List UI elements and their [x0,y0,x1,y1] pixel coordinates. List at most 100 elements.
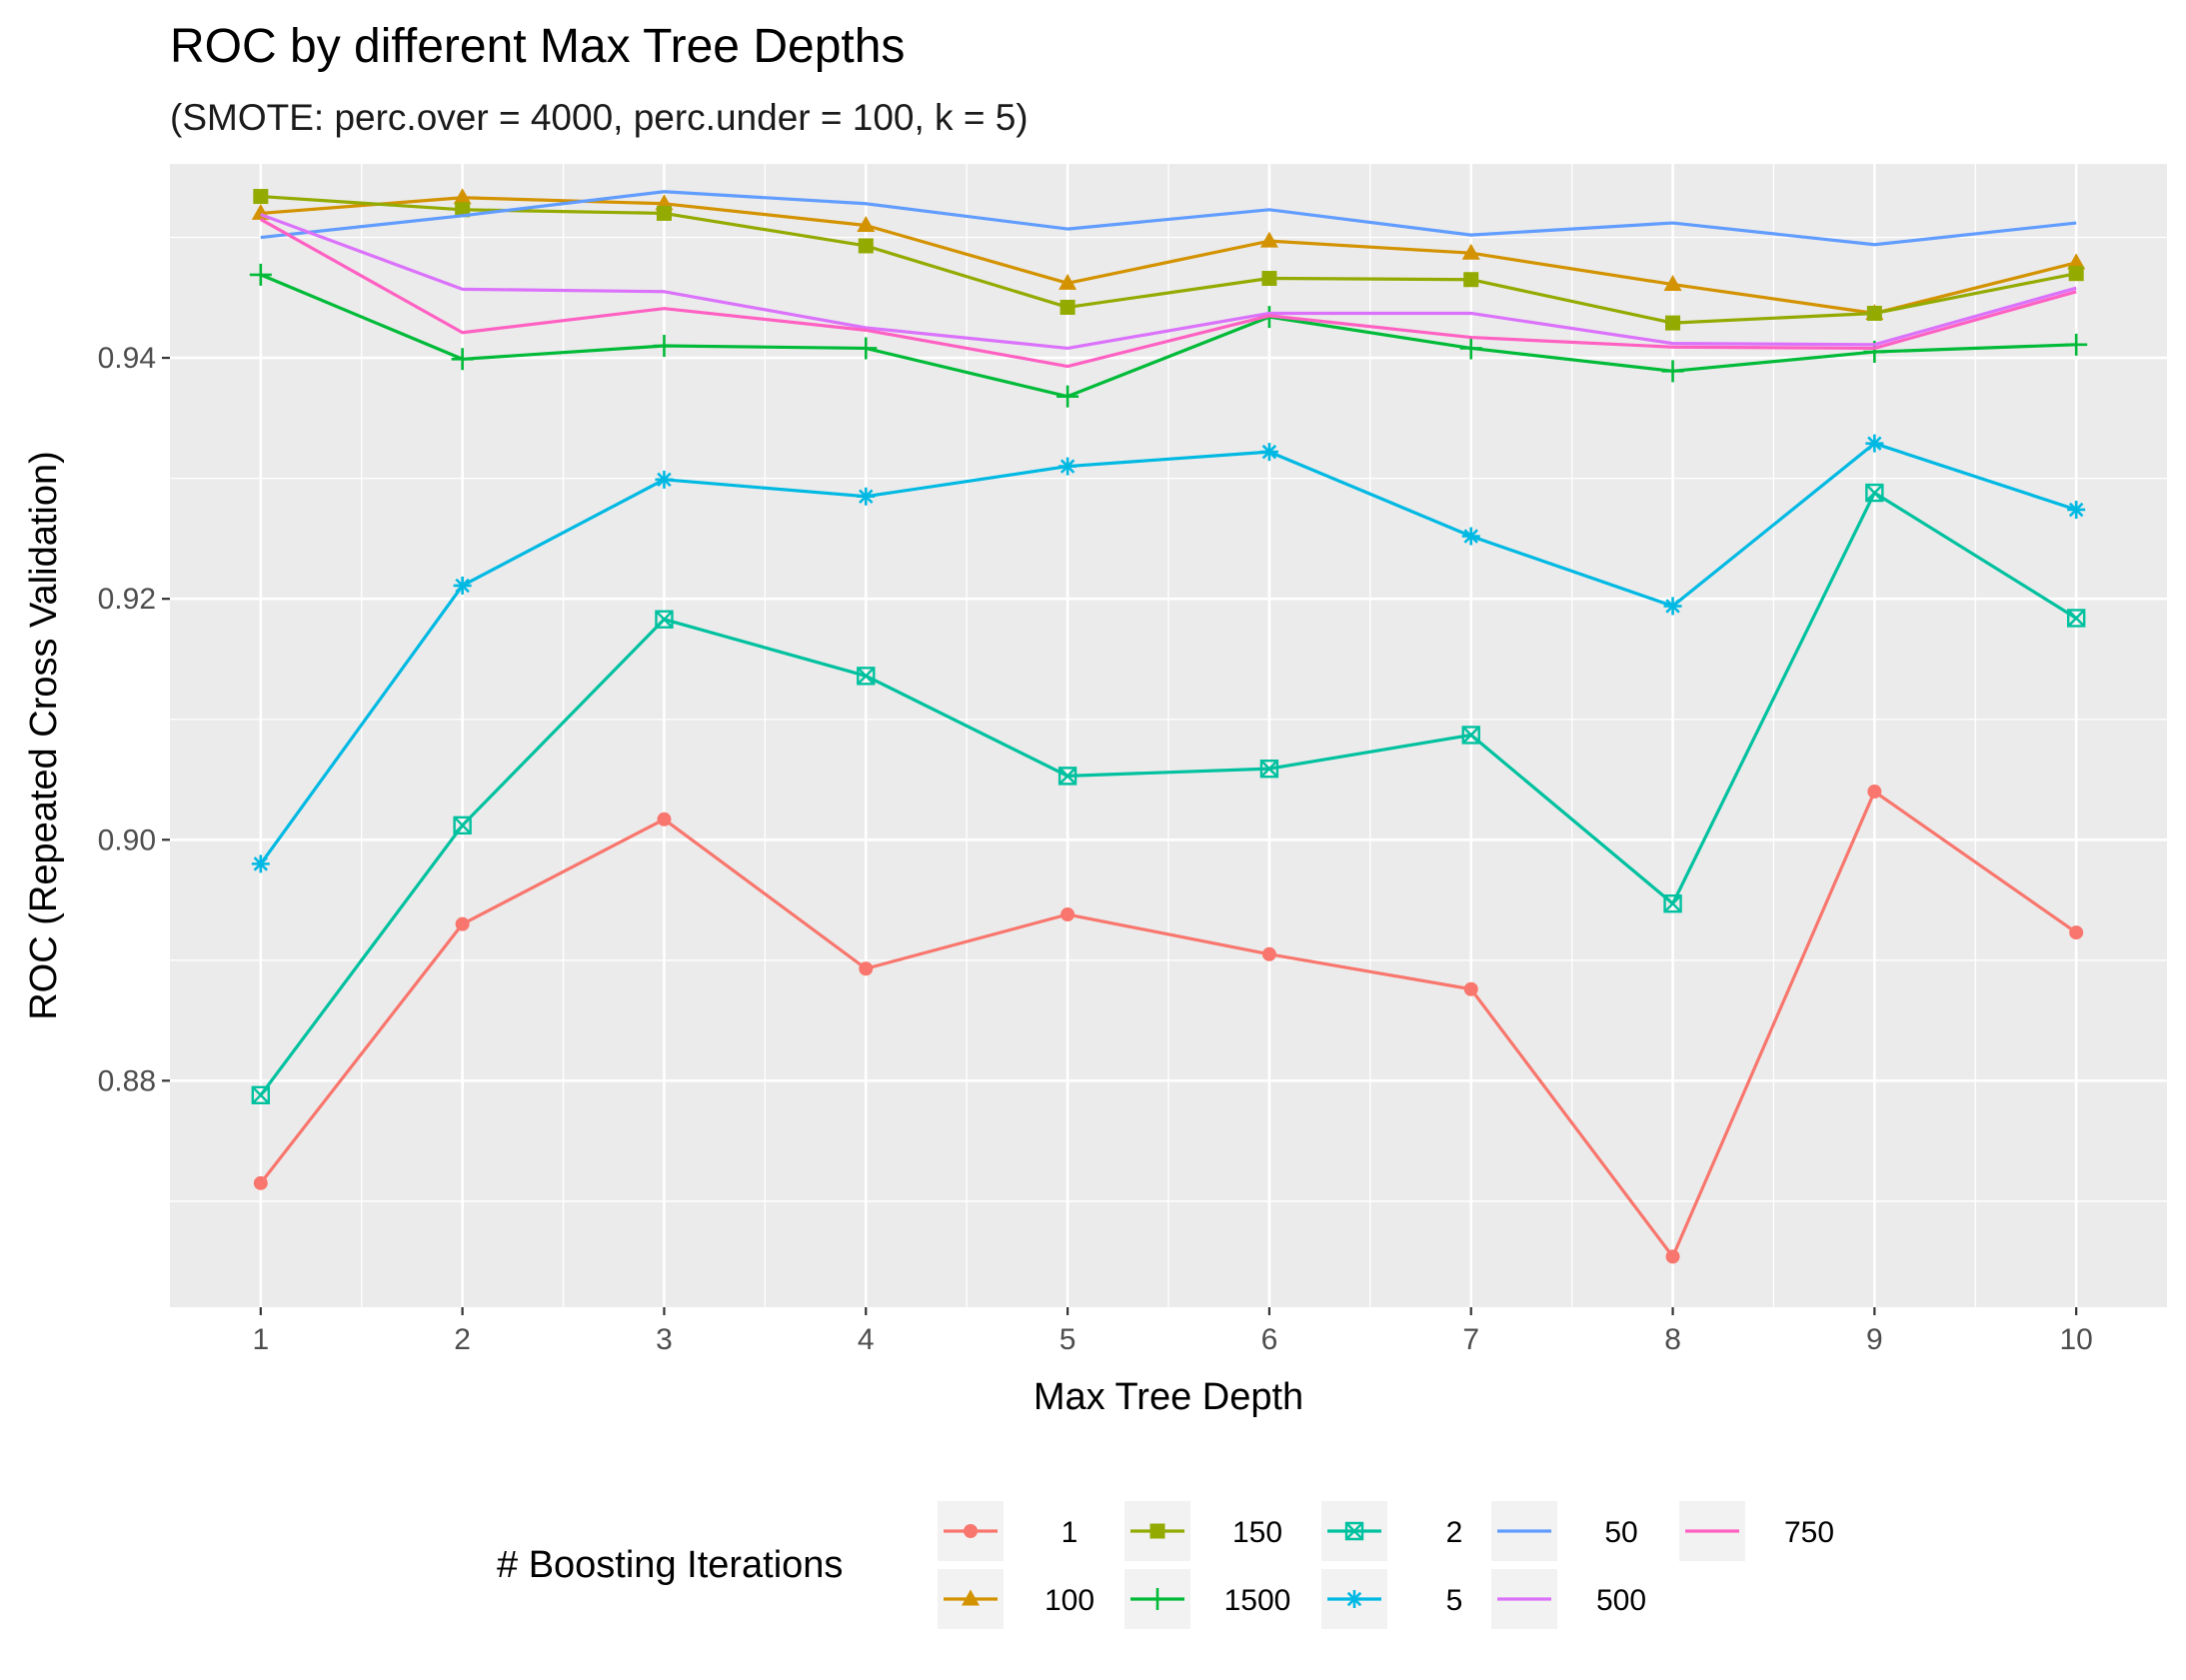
series-layer [249,188,2088,1264]
data-point [2067,500,2086,519]
data-point [1060,299,1076,315]
data-point [1261,946,1276,961]
x-tick-label: 3 [656,1323,673,1356]
series-line-5 [259,442,2077,865]
data-point [2069,925,2084,940]
legend-label: 150 [1232,1516,1282,1549]
data-point [453,188,472,205]
series-line-100 [260,196,2077,316]
data-point [1058,767,1078,786]
data-point [1663,275,1682,292]
x-tick-label: 9 [1866,1323,1883,1356]
legend-item-150: 150 [1124,1501,1282,1561]
x-tick-label: 10 [2059,1323,2092,1356]
x-tick-label: 1 [252,1323,269,1356]
data-point [655,470,674,489]
y-tick-label: 0.90 [98,824,156,856]
data-point [1261,271,1277,287]
x-axis-title: Max Tree Depth [1034,1376,1303,1418]
series-150 [253,189,2084,331]
data-point [1259,231,1278,248]
series-50 [260,190,2077,247]
data-point [2068,266,2084,282]
data-point [455,202,471,218]
series-line-50 [260,190,2077,247]
legend-label: 5 [1446,1584,1463,1617]
data-point [857,215,876,232]
legend-label: 100 [1045,1584,1094,1617]
legend-item-1500: 1500 [1124,1569,1290,1629]
data-point [1059,273,1078,290]
series-line-1 [259,790,2078,1258]
x-tick-label: 2 [454,1323,471,1356]
legend-label: 50 [1604,1516,1637,1549]
data-point [1459,337,1482,360]
y-axis-title: ROC (Repeated Cross Validation) [23,451,65,1020]
legend-item-1: 1 [938,1501,1078,1561]
series-line-750 [260,218,2077,369]
data-point [1259,443,1278,462]
legend-label: 750 [1784,1516,1834,1549]
x-tick-label: 4 [858,1323,875,1356]
legend-label: 2 [1446,1516,1463,1549]
data-point [1865,483,1884,503]
series-line-1500 [260,273,2077,399]
legend-item-100: 100 [938,1569,1094,1629]
series-line-2 [259,491,2078,1096]
data-point [1259,759,1279,779]
data-point [251,854,270,873]
series-5 [251,434,2086,873]
y-tick-label: 0.94 [98,342,156,375]
data-point [453,576,472,595]
data-point [1866,305,1882,321]
series-500 [260,213,2077,351]
data-point [1461,243,1480,260]
data-point [1663,597,1682,616]
x-axis: 1 2 3 4 5 6 7 8 9 10 [252,1307,2093,1356]
legend-item-750: 750 [1679,1501,1834,1561]
series-line-150 [260,194,2077,325]
data-point [253,189,269,205]
data-point [251,1085,271,1105]
x-tick-label: 7 [1462,1323,1479,1356]
series-line-500 [260,213,2077,351]
legend: # Boosting Iterations 1 100 150 1500 2 5 50 500… [497,1501,1834,1629]
series-750 [260,218,2077,369]
data-point [451,348,474,371]
data-point [1463,272,1479,288]
data-point [653,335,676,358]
data-point [657,812,672,827]
data-point [1461,726,1480,745]
data-point [857,667,876,686]
series-1 [253,785,2084,1264]
data-point [249,263,272,286]
chart-subtitle: (SMOTE: perc.over = 4000, perc.under = 1… [170,97,1029,138]
legend-key-marker [962,1589,980,1606]
legend-key-marker [1344,1521,1364,1541]
data-point [453,816,472,836]
minor-gridlines [170,164,2167,1307]
y-tick-label: 0.92 [98,583,156,616]
data-point [858,238,874,254]
data-point [1061,907,1076,922]
data-point [1463,981,1478,996]
data-point [1665,1249,1680,1264]
data-point [1661,360,1684,383]
data-point [1665,315,1681,331]
data-point [855,337,878,360]
legend-item-500: 500 [1491,1569,1646,1629]
legend-label: 1500 [1224,1584,1291,1617]
data-point [1059,457,1078,476]
legend-label: 1 [1062,1516,1079,1549]
data-point [1663,893,1682,913]
data-point [2065,333,2088,356]
data-point [1057,385,1080,408]
data-point [455,916,470,931]
legend-key-marker [1345,1590,1363,1608]
x-tick-label: 8 [1664,1323,1681,1356]
legend-item-2: 2 [1321,1501,1462,1561]
x-tick-label: 6 [1261,1323,1278,1356]
data-point [1865,434,1884,453]
data-point [859,961,874,976]
